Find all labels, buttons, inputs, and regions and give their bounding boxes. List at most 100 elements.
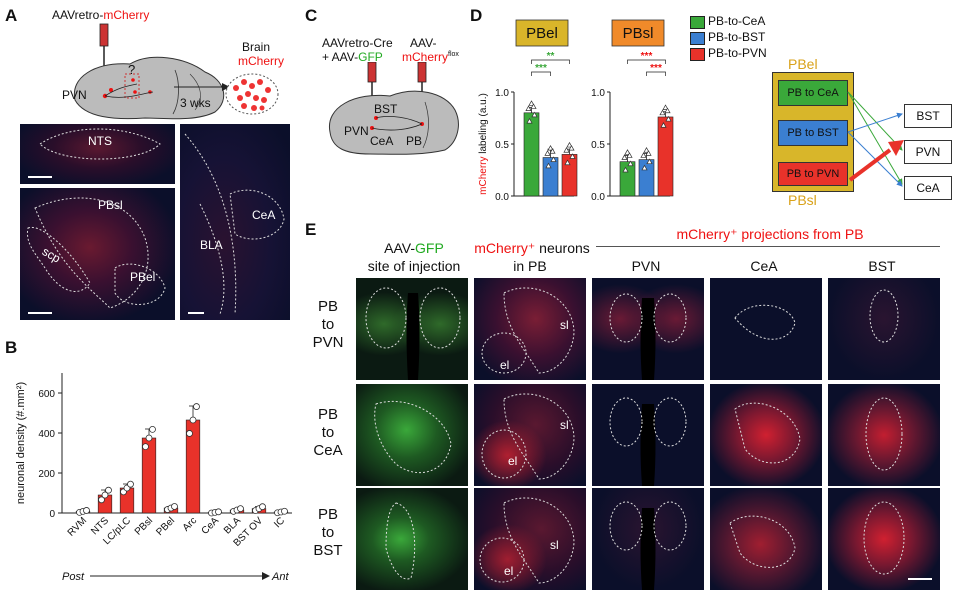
schematic-pbsl-label: PBsl [788,192,817,208]
d-bar-pb-to-cea [619,161,636,197]
data-point [525,105,532,111]
data-point [566,141,573,148]
d-y-tick-label: 1.0 [591,88,605,99]
label-sl: sl [560,318,569,332]
data-point [627,160,634,167]
tile-pvn-pb: sl el [474,278,586,380]
data-point [526,117,533,124]
micro-pbsl-label: PBsl [98,198,123,212]
d-title-box [515,19,569,47]
d-title-box [611,19,665,47]
schematic-target-bst: BST [904,104,952,128]
data-point [640,152,647,158]
panel-letter-a: A [5,6,18,25]
panel-letter-d: D [470,6,483,25]
data-point [664,107,671,114]
panel-a-micrograph-nts: NTS [20,124,175,184]
data-point [189,416,197,424]
data-point [659,109,666,116]
panel-a-arrow [174,83,230,91]
panel-a-micrograph-pb: PBsl scp PBel [20,188,175,320]
data-point [549,148,556,154]
data-point [544,150,551,156]
d-bar-pb-to-pvn [657,116,674,197]
arrow-head [262,572,270,580]
col-header-cea: CeA [750,258,778,274]
micro-cea-label: CeA [252,208,276,222]
d-y-tick-label: 1.0 [495,88,509,99]
y-tick-label: 200 [38,469,55,480]
panel-a-cell-cluster [225,73,279,115]
data-point [643,147,650,153]
d-y-tick-label: 0.0 [591,192,605,203]
scale-bar [28,312,52,314]
data-point [646,158,653,165]
x-tick-label: RVM [66,515,89,538]
significance-bracket [531,71,551,76]
significance-bracket [627,59,666,64]
data-point [215,508,222,516]
scale-bar [28,176,52,178]
data-point [568,144,575,151]
data-point [662,104,669,110]
significance-stars: *** [535,63,547,74]
data-point [101,491,109,499]
panel-letter-b: B [5,338,18,357]
data-point [621,154,628,160]
data-point [193,403,200,410]
header-divider [596,246,940,247]
data-point [237,505,244,513]
schematic-target-pvn: PVN [904,140,952,164]
data-point [660,122,667,128]
data-point [550,156,557,162]
data-point [547,144,554,151]
label-sl: sl [560,418,569,432]
data-point [259,503,266,511]
schematic-box-pvn: PB to PVN [778,162,848,186]
schematic-arrows [847,91,904,187]
data-point [665,115,672,122]
schematic-target-cea: CeA [904,176,952,200]
data-point [142,443,149,451]
tile-pvn-bst [828,278,940,380]
schematic-pbel-label: PBel [788,56,818,72]
data-point [528,100,535,106]
tile-pvn-pvn [592,278,704,380]
tile-bst-pb: sl el [474,488,586,590]
data-point [530,103,537,109]
tile-cea-cea [710,384,822,486]
row-label-pvn: PB to PVN [312,298,344,351]
row-label-bst: PB to BST [313,506,343,559]
schematic-box-cea: PB to CeA [778,80,848,106]
col-header-gfp-line2: site of injection [367,258,461,274]
scale-bar [908,578,932,580]
panel-c-aav-label: AAV- [410,36,437,50]
d-bar-pb-to-bst [542,157,559,197]
tile-pvn-cea [710,278,822,380]
data-point [98,496,105,504]
data-point [531,111,538,118]
data-point [171,503,178,510]
d-y-axis-label: mCherry labeling (a.u.) [478,93,489,195]
panel-a-brain-schematic [73,23,225,120]
d-title: PBel [526,25,558,42]
legend-swatch [690,48,705,61]
label-sl: sl [550,538,559,552]
panel-a-micrograph-amygdala: CeA BLA [180,124,290,320]
legend-swatch [690,32,705,45]
schematic-box-bst: PB to BST [778,120,848,146]
y-tick-label: 400 [38,429,55,440]
tile-cea-bst [828,384,940,486]
label-el: el [500,358,510,372]
col-header-bst: BST [868,258,896,274]
tile-cea-pvn [592,384,704,486]
panel-c-pb-label: PB [406,134,423,148]
y-tick-label: 600 [38,389,55,400]
panel-c-pvn-label: PVN [344,124,369,138]
panel-a-question: ? [128,62,136,77]
d-bar-pb-to-pvn [561,154,578,197]
tile-pvn-gfp [356,278,468,380]
label-el: el [504,564,514,578]
col-header-projections: mCherry⁺ projections from PB [676,226,864,242]
x-tick-label: PBel [154,515,177,538]
